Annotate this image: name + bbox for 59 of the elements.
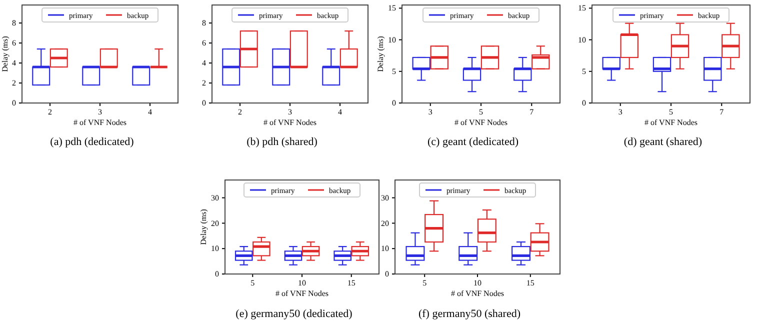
text: (e) germany50 (dedicated) — [236, 308, 353, 320]
y-tick-label: 8 — [202, 18, 206, 28]
y-tick-label: 30 — [381, 193, 389, 202]
x-axis-title: # of VNF Nodes — [451, 289, 504, 298]
y-tick-label: 2 — [12, 78, 16, 88]
x-tick-label: 10 — [298, 278, 306, 288]
x-tick-label: 3 — [98, 108, 102, 117]
x-tick-label: 2 — [238, 108, 242, 117]
y-tick-label: 20 — [381, 218, 389, 228]
x-tick-label: 3 — [428, 108, 432, 117]
text: (f) germany50 (shared) — [418, 308, 521, 320]
x-tick-label: 4 — [148, 108, 152, 117]
text: (a) pdh (dedicated) — [50, 136, 134, 148]
x-tick-label: 4 — [338, 108, 342, 117]
y-tick-label: 15 — [578, 4, 586, 13]
text: (b) pdh (shared) — [246, 136, 318, 148]
x-tick-label: 7 — [720, 108, 724, 117]
y-tick-label: 0 — [582, 98, 586, 108]
x-tick-label: 5 — [669, 108, 673, 117]
x-axis-title: # of VNF Nodes — [276, 289, 328, 298]
y-tick-label: 4 — [12, 58, 16, 68]
y-tick-label: 2 — [202, 78, 206, 88]
x-tick-label: 3 — [288, 108, 292, 117]
y-axis-title: Delay (ms) — [199, 208, 208, 245]
y-tick-label: 10 — [211, 244, 219, 254]
y-tick-label: 5 — [582, 66, 586, 76]
x-axis-title: # of VNF Nodes — [264, 118, 316, 127]
y-tick-label: 0 — [12, 98, 16, 108]
x-tick-label: 10 — [474, 278, 482, 288]
text: (d) geant (shared) — [624, 136, 702, 148]
y-tick-label: 10 — [578, 35, 586, 44]
y-tick-label: 8 — [12, 18, 16, 28]
y-tick-label: 0 — [392, 98, 396, 108]
x-tick-label: 5 — [422, 278, 427, 288]
y-tick-label: 5 — [392, 66, 396, 76]
x-axis-title: # of VNF Nodes — [644, 118, 698, 127]
y-tick-label: 4 — [202, 58, 206, 68]
x-tick-label: 7 — [530, 108, 534, 117]
y-tick-label: 0 — [202, 98, 206, 108]
y-tick-label: 6 — [202, 38, 206, 48]
x-tick-label: 15 — [347, 278, 356, 288]
y-tick-label: 20 — [211, 218, 219, 228]
x-tick-label: 15 — [526, 278, 534, 288]
y-tick-label: 15 — [388, 4, 396, 13]
y-tick-label: 0 — [215, 270, 219, 279]
x-tick-label: 5 — [250, 278, 255, 288]
y-tick-label: 30 — [211, 193, 219, 202]
x-tick-label: 5 — [479, 108, 483, 117]
x-tick-label: 3 — [618, 108, 622, 117]
x-axis-title: # of VNF Nodes — [74, 118, 126, 127]
x-axis-title: # of VNF Nodes — [454, 118, 508, 127]
y-tick-label: 0 — [385, 270, 389, 279]
x-tick-label: 2 — [48, 108, 52, 117]
y-axis-title: Delay (ms) — [0, 36, 10, 72]
y-tick-label: 10 — [381, 244, 389, 254]
text: (c) geant (dedicated) — [428, 136, 519, 148]
y-axis-title: Delay (ms) — [376, 36, 385, 72]
y-tick-label: 6 — [12, 38, 16, 48]
y-tick-label: 10 — [388, 35, 396, 44]
